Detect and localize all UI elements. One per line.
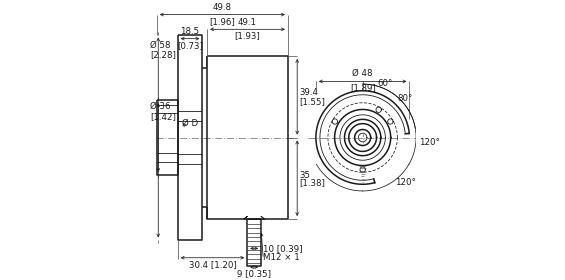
- Text: [1.55]: [1.55]: [299, 97, 325, 106]
- Text: 35: 35: [299, 171, 310, 179]
- Text: 49.1: 49.1: [238, 18, 257, 27]
- Text: [1.89]: [1.89]: [350, 83, 376, 93]
- Text: [0.73]: [0.73]: [177, 41, 203, 50]
- Text: 18.5: 18.5: [180, 27, 199, 36]
- Text: 120°: 120°: [395, 178, 416, 187]
- Text: Ø 48: Ø 48: [353, 69, 373, 78]
- Text: Ø D: Ø D: [182, 118, 198, 127]
- Text: Ø 36: Ø 36: [150, 102, 171, 111]
- Text: [1.42]: [1.42]: [150, 112, 176, 121]
- Text: 120°: 120°: [419, 138, 440, 147]
- Text: [2.28]: [2.28]: [150, 50, 176, 59]
- Text: 80°: 80°: [398, 94, 413, 103]
- Text: [1.93]: [1.93]: [234, 31, 260, 40]
- Text: [1.96]: [1.96]: [210, 17, 235, 26]
- Text: 10 [0.39]: 10 [0.39]: [263, 244, 303, 253]
- Text: 9 [0.35]: 9 [0.35]: [237, 269, 271, 278]
- Text: [1.38]: [1.38]: [299, 179, 325, 188]
- Text: Ø 58: Ø 58: [150, 41, 171, 50]
- Text: M12 × 1: M12 × 1: [263, 253, 300, 262]
- Text: 60°: 60°: [377, 79, 393, 88]
- Text: 30.4 [1.20]: 30.4 [1.20]: [189, 260, 236, 269]
- Text: 49.8: 49.8: [213, 3, 232, 12]
- Text: 39.4: 39.4: [299, 88, 318, 97]
